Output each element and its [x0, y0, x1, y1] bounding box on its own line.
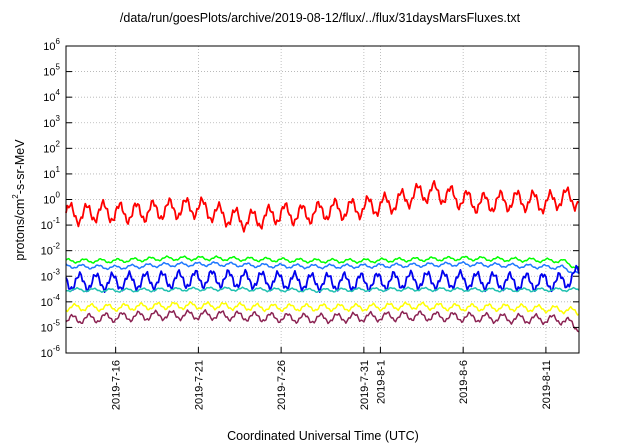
- y-axis-label: protons/cm2-s-sr-MeV: [11, 139, 27, 261]
- y-tick-label: 105: [43, 63, 60, 79]
- x-tick-label: 2019-8-11: [541, 360, 553, 409]
- y-axis-label-suffix: -s-sr-MeV: [13, 139, 27, 195]
- chart-title: /data/run/goesPlots/archive/2019-08-12/f…: [120, 11, 521, 25]
- series-line-3: [65, 260, 580, 274]
- x-tick-label: 2019-7-26: [276, 360, 288, 410]
- y-tick-label: 106: [43, 37, 60, 53]
- series-line-7: [65, 309, 580, 333]
- y-tick-label: 10-1: [41, 216, 61, 232]
- y-tick-label: 102: [43, 139, 60, 155]
- x-axis-label: Coordinated Universal Time (UTC): [227, 429, 419, 443]
- y-tick-label: 10-4: [41, 293, 61, 309]
- y-tick-label: 101: [43, 165, 60, 181]
- y-tick-label: 103: [43, 114, 60, 130]
- y-tick-label: 100: [43, 191, 60, 207]
- x-tick-label: 2019-7-21: [193, 360, 205, 410]
- tick-marks: [66, 45, 579, 354]
- x-tick-label: 2019-8-1: [375, 360, 387, 404]
- x-tick-labels: 2019-7-16 2019-7-21 2019-7-26 2019-7-31 2019…: [111, 360, 553, 410]
- y-tick-label: 104: [43, 88, 60, 104]
- series-line-6: [65, 301, 580, 316]
- x-tick-label: 2019-7-31: [359, 360, 371, 410]
- y-axis-label-sup: 2: [11, 194, 20, 199]
- x-tick-label: 2019-7-16: [111, 360, 123, 410]
- y-tick-label: 10-6: [41, 344, 61, 360]
- y-tick-label: 10-2: [41, 242, 61, 258]
- series-line-5: [65, 286, 580, 294]
- series-line-4: [65, 264, 580, 294]
- y-tick-labels: 10-6 10-5 10-4 10-3 10-2 10-1 100 101 102 103 104 1…: [41, 37, 61, 360]
- y-tick-label: 10-3: [41, 267, 61, 283]
- series-line-1: [65, 179, 580, 233]
- series-line-2: [65, 255, 580, 269]
- y-axis-label-prefix: protons/cm: [13, 199, 27, 261]
- y-tick-label: 10-5: [41, 318, 61, 334]
- series-group: [65, 179, 580, 333]
- x-tick-label: 2019-8-6: [458, 360, 470, 404]
